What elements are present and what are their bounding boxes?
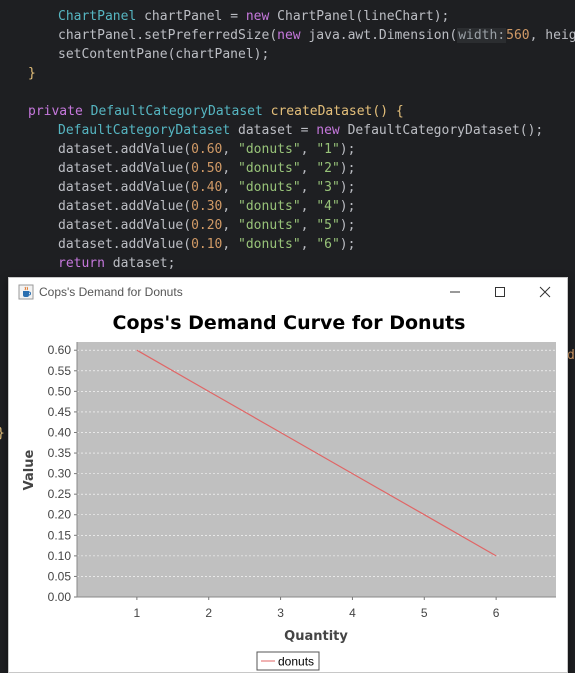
code-line: chartPanel.setPreferredSize(new java.awt… xyxy=(58,28,575,43)
y-axis-label: Value xyxy=(22,449,37,490)
x-axis: 1 2 3 4 5 6 xyxy=(77,596,556,620)
x-tick-label: 6 xyxy=(493,606,500,620)
x-tick-label: 1 xyxy=(134,606,141,620)
y-tick-label: 0.45 xyxy=(48,405,72,419)
close-icon[interactable] xyxy=(534,282,556,302)
y-tick-label: 0.35 xyxy=(48,446,72,460)
y-tick-label: 0.25 xyxy=(48,487,72,501)
y-tick-label: 0.60 xyxy=(48,343,72,357)
code-line: dataset.addValue(0.10, "donuts", "6"); xyxy=(58,237,356,252)
chart-panel[interactable]: Cops's Demand Curve for Donuts 0.00 0.05 0… xyxy=(9,306,567,672)
x-tick-label: 5 xyxy=(421,606,428,620)
y-tick-label: 0.15 xyxy=(48,528,72,542)
y-tick-label: 0.10 xyxy=(48,549,72,563)
y-tick-label: 0.00 xyxy=(48,590,72,604)
line-chart: Cops's Demand Curve for Donuts 0.000.050… xyxy=(22,312,556,671)
y-tick-label: 0.40 xyxy=(48,425,72,439)
x-axis-label: Quantity xyxy=(284,629,348,644)
minimize-icon[interactable] xyxy=(444,282,466,302)
code-line: DefaultCategoryDataset dataset = new Def… xyxy=(58,123,544,138)
y-tick-label: 0.55 xyxy=(48,364,72,378)
window-titlebar[interactable]: Cops's Demand for Donuts xyxy=(9,278,567,306)
y-axis: 0.00 0.05 0.10 0.15 0.20 0.25 0.30 0.35 0.40 0.45… xyxy=(48,342,78,604)
y-tick-label: 0.50 xyxy=(48,384,72,398)
maximize-icon[interactable] xyxy=(489,282,511,302)
legend-label: donuts xyxy=(278,655,314,669)
chart-window[interactable]: Cops's Demand for Donuts Cops's Demand C… xyxy=(8,277,568,673)
code-line: return dataset; xyxy=(58,256,176,271)
x-tick-label: 3 xyxy=(277,606,284,620)
legend-box xyxy=(256,651,320,671)
code-line: setContentPane(chartPanel); xyxy=(58,47,270,62)
code-edge-glyph: } xyxy=(0,424,5,443)
y-tick-label: 0.20 xyxy=(48,508,72,522)
series-line-donuts xyxy=(136,349,497,557)
code-line: ChartPanel chartPanel = new ChartPanel(l… xyxy=(58,9,450,24)
x-tick-label: 2 xyxy=(205,606,212,620)
y-tick-label: 0.30 xyxy=(48,467,72,481)
code-line: dataset.addValue(0.60, "donuts", "1"); xyxy=(58,142,356,157)
code-edge-glyph: d xyxy=(567,348,575,363)
x-tick-label: 4 xyxy=(349,606,356,620)
chart-title: Cops's Demand Curve for Donuts xyxy=(113,312,466,334)
code-line: dataset.addValue(0.30, "donuts", "4"); xyxy=(58,199,356,214)
series-lines xyxy=(136,349,497,557)
plot-area xyxy=(77,342,556,597)
window-title: Cops's Demand for Donuts xyxy=(39,285,183,299)
code-line: dataset.addValue(0.20, "donuts", "5"); xyxy=(58,218,356,233)
legend: donuts xyxy=(256,651,320,671)
y-tick-label: 0.05 xyxy=(48,569,72,583)
code-line: private DefaultCategoryDataset createDat… xyxy=(28,104,404,119)
java-cup-icon xyxy=(18,284,34,300)
code-line: dataset.addValue(0.40, "donuts", "3"); xyxy=(58,180,356,195)
code-line: dataset.addValue(0.50, "donuts", "2"); xyxy=(58,161,356,176)
code-line: } xyxy=(28,66,36,81)
